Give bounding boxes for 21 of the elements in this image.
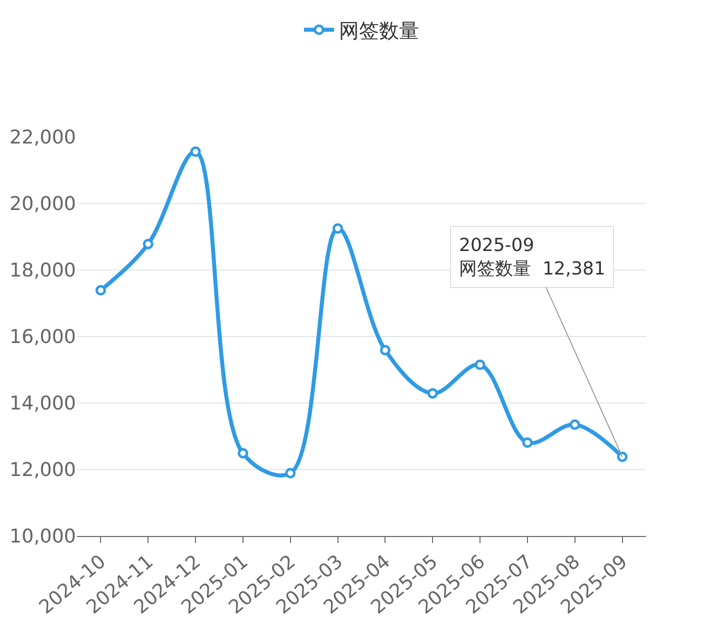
y-tick-label: 18,000 [10,260,76,282]
point [95,285,106,296]
point [332,223,344,234]
point [427,388,438,399]
point [142,238,154,250]
y-tick-label: 12,000 [10,459,76,482]
point [285,468,296,478]
y-tick-label: 16,000 [10,326,76,348]
point [380,344,390,356]
y-tick-label: 22,000 [10,126,76,149]
legend-label: 网签数量 [339,18,419,43]
point [522,437,533,448]
y-tick-label: 10,000 [10,526,76,548]
point [570,419,580,430]
annotation: 2025-09 网签数量 12,381 [459,235,606,280]
point [474,360,486,370]
point [190,146,201,157]
y-tick-label: 20,000 [10,193,76,216]
y-tick-label: 14,000 [10,392,76,415]
point [617,452,628,462]
point [238,448,248,458]
